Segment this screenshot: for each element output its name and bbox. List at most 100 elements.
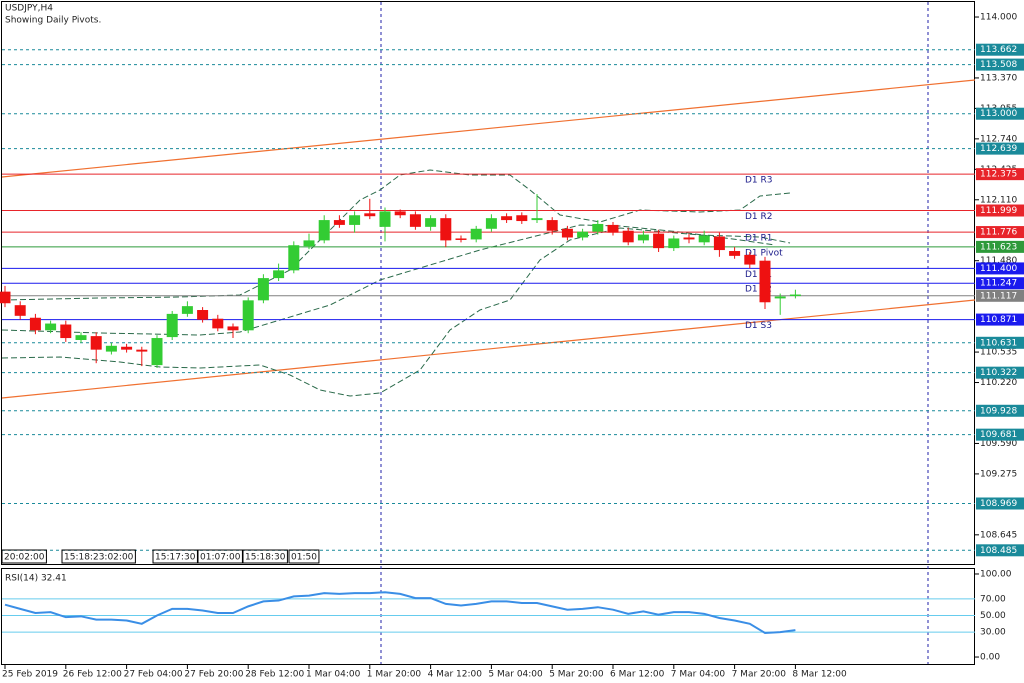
candle-body bbox=[136, 349, 148, 352]
time-marker-box bbox=[61, 549, 136, 564]
trend-line bbox=[1, 79, 976, 178]
level-label: 110.631 bbox=[980, 338, 1017, 348]
time-marker-box bbox=[288, 549, 320, 564]
candle-body bbox=[789, 294, 801, 297]
level-box bbox=[976, 497, 1024, 510]
candle-body bbox=[440, 218, 452, 241]
level-box bbox=[976, 168, 1024, 181]
candle-body bbox=[759, 260, 771, 303]
candle-body bbox=[607, 224, 619, 233]
level-box bbox=[976, 404, 1024, 417]
pivot-label: D1 S3 bbox=[745, 321, 772, 331]
candle-body bbox=[622, 230, 634, 243]
candle-body bbox=[227, 326, 239, 331]
candle-body bbox=[166, 313, 178, 338]
candle-body bbox=[561, 228, 573, 238]
level-label: 109.928 bbox=[980, 406, 1017, 416]
rsi-tick-label: 50.00 bbox=[980, 611, 1006, 621]
pivot-label: D1 R3 bbox=[745, 176, 773, 186]
trend-line bbox=[1, 299, 976, 399]
candle-body bbox=[592, 223, 604, 232]
candle-body bbox=[409, 214, 421, 227]
level-box bbox=[976, 262, 1024, 275]
time-marker-box bbox=[242, 549, 288, 564]
x-tick-label: 5 Mar 20:00 bbox=[549, 670, 604, 680]
x-tick-label: 27 Feb 20:00 bbox=[184, 670, 243, 680]
level-label: 110.322 bbox=[980, 368, 1017, 378]
level-box bbox=[976, 289, 1024, 302]
level-label: 110.871 bbox=[980, 315, 1017, 325]
candle-body bbox=[713, 236, 725, 251]
x-tick-label: 7 Mar 04:00 bbox=[671, 670, 726, 680]
candle-body bbox=[485, 218, 497, 229]
candle-body bbox=[212, 318, 224, 329]
candle-body bbox=[531, 218, 543, 221]
y-tick-label: 108.645 bbox=[980, 530, 1017, 540]
plot-layer: 114.000113.370113.055112.740112.425112.1… bbox=[0, 13, 1024, 680]
candle-body bbox=[181, 306, 193, 314]
level-label: 111.400 bbox=[980, 264, 1017, 274]
x-tick-label: 6 Mar 12:00 bbox=[610, 670, 665, 680]
candle-body bbox=[333, 220, 345, 225]
level-label: 108.485 bbox=[980, 546, 1017, 556]
y-tick-label: 110.535 bbox=[980, 348, 1017, 358]
level-label: 113.662 bbox=[980, 45, 1017, 55]
y-tick-label: 109.590 bbox=[980, 439, 1017, 449]
rsi-label: RSI(14) 32.41 bbox=[5, 574, 67, 584]
band-middle bbox=[1, 224, 776, 336]
y-tick-label: 113.370 bbox=[980, 73, 1017, 83]
candle-body bbox=[14, 305, 26, 316]
rsi-tick-label: 30.00 bbox=[980, 628, 1006, 638]
candle-body bbox=[0, 291, 11, 304]
candle-body bbox=[90, 336, 102, 350]
level-box bbox=[976, 58, 1024, 71]
candle-body bbox=[637, 234, 649, 241]
level-box bbox=[976, 544, 1024, 557]
pivot-label: D1 S1 bbox=[745, 270, 772, 280]
candle-body bbox=[516, 215, 528, 222]
time-marker: 15:18:23:02:00 bbox=[64, 553, 134, 563]
x-tick-label: 26 Feb 12:00 bbox=[63, 670, 122, 680]
candle-body bbox=[774, 296, 786, 299]
level-label: 113.508 bbox=[980, 60, 1017, 70]
level-box bbox=[976, 142, 1024, 155]
time-marker: 15:17:30 bbox=[155, 553, 196, 563]
level-label: 108.969 bbox=[980, 499, 1017, 509]
level-label: 112.639 bbox=[980, 144, 1017, 154]
time-marker: 01:50 bbox=[291, 553, 317, 563]
level-label: 109.681 bbox=[980, 430, 1017, 440]
candle-body bbox=[303, 240, 315, 247]
time-marker-box bbox=[197, 549, 243, 564]
time-marker-box bbox=[152, 549, 198, 564]
x-tick-label: 27 Feb 04:00 bbox=[124, 670, 183, 680]
x-tick-label: 28 Feb 12:00 bbox=[245, 670, 304, 680]
band-upper bbox=[1, 169, 791, 301]
level-label: 111.623 bbox=[980, 242, 1017, 252]
time-marker-box bbox=[1, 549, 47, 564]
x-tick-label: 1 Mar 20:00 bbox=[367, 670, 422, 680]
candle-body bbox=[744, 254, 756, 265]
candle-body bbox=[455, 238, 467, 240]
candle-body bbox=[501, 216, 513, 221]
y-tick-label: 111.480 bbox=[980, 256, 1017, 266]
y-tick-label: 109.275 bbox=[980, 469, 1017, 479]
candle-body bbox=[75, 335, 87, 340]
candle-body bbox=[257, 278, 269, 301]
candle-body bbox=[151, 338, 163, 366]
level-box bbox=[976, 107, 1024, 120]
level-box bbox=[976, 313, 1024, 326]
chart-title: USDJPY,H4 bbox=[5, 4, 53, 14]
y-tick-label: 112.110 bbox=[980, 195, 1017, 205]
candle-body bbox=[683, 237, 695, 240]
candle-body bbox=[197, 310, 209, 320]
pivot-label: D1 Pivot bbox=[745, 248, 783, 258]
candle-body bbox=[364, 213, 376, 217]
pivot-label: D1 S2 bbox=[745, 285, 772, 295]
candle-body bbox=[470, 228, 482, 240]
rsi-tick-label: 70.00 bbox=[980, 594, 1006, 604]
candle-body bbox=[577, 231, 589, 238]
candle-body bbox=[698, 235, 710, 243]
rsi-frame bbox=[1, 568, 975, 665]
candle-body bbox=[394, 211, 406, 216]
rsi-tick-label: 0.00 bbox=[980, 653, 1000, 663]
